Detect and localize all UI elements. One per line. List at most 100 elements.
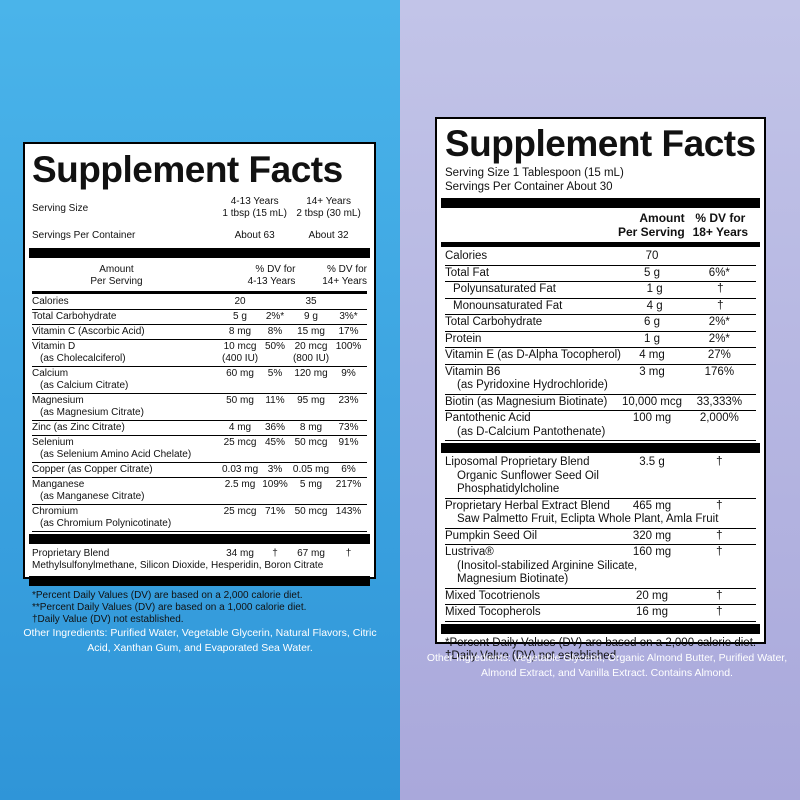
left-footnote-2: **Percent Daily Values (DV) are based on… bbox=[32, 602, 307, 613]
left-serving-size-label: Serving Size bbox=[32, 203, 89, 214]
left-footnote-3: †Daily Value (DV) not established. bbox=[32, 614, 184, 625]
right-blend-main: Liposomal Proprietary Blend 3.5 g † bbox=[445, 456, 756, 470]
left-nutrient-source: (as Selenium Amino Acid Chelate) bbox=[40, 449, 192, 460]
left-nutrient-a-amt-value: 50 mg bbox=[226, 395, 254, 406]
right-nutrient-dv: 6%* bbox=[708, 266, 730, 279]
left-blend-b-dv: † bbox=[345, 548, 352, 559]
right-blend-name: Mixed Tocopherols bbox=[445, 606, 541, 618]
right-blend-amount: 3.5 g bbox=[639, 456, 665, 468]
right-dv-header: % DV for 18+ Years bbox=[685, 211, 756, 239]
left-nutrient-b-amt: 0.05 mg bbox=[292, 464, 330, 476]
right-medium-bar bbox=[441, 242, 760, 247]
left-nutrient-b-amt-value: 5 mg bbox=[299, 479, 323, 490]
right-nutrient-row: Calories 70 bbox=[445, 249, 756, 266]
left-nutrient-name: Selenium bbox=[32, 437, 74, 448]
left-nutrient-b-dv: 217% bbox=[335, 479, 362, 490]
right-blend-name: Pumpkin Seed Oil bbox=[445, 529, 538, 542]
left-nutrient-row: Manganese 2.5 mg 109% 5 mg 217% (as Manganese… bbox=[32, 478, 367, 505]
right-nutrient-row: Vitamin B6 3 mg 176% (as Pyridoxine Hydroch… bbox=[445, 365, 756, 395]
right-nutrient-row: Total Fat 5 g 6%* bbox=[445, 266, 756, 282]
right-nutrient-main: Vitamin E (as D-Alpha Tocopherol) 4 mg 27% bbox=[445, 349, 756, 363]
left-nutrient-a-amt-value: 8 mg bbox=[228, 326, 252, 337]
left-supplement-facts-label: Supplement Facts Serving Size 4-13 Years… bbox=[23, 142, 376, 625]
left-nutrient-b-amt: 95 mg bbox=[292, 395, 330, 407]
right-nutrient-main: Total Fat 5 g 6%* bbox=[445, 267, 756, 281]
right-nutrient-source: (as D-Calcium Pantothenate) bbox=[457, 425, 606, 438]
left-nutrient-name: Vitamin C (Ascorbic Acid) bbox=[32, 326, 145, 337]
right-blend-name: Mixed Tocotrienols bbox=[445, 589, 541, 602]
right-nutrient-amount: 70 bbox=[645, 250, 659, 262]
left-nutrient-main: Copper (as Copper Citrate) 0.03 mg 3% 0.05 … bbox=[32, 464, 367, 476]
right-serving-size: Serving Size 1 Tablespoon (15 mL) bbox=[445, 167, 624, 179]
left-nutrient-b-amt-value: 35 bbox=[305, 296, 317, 307]
left-servings-label: Servings Per Container bbox=[32, 230, 136, 241]
left-amount-header-line1: Amount bbox=[99, 264, 134, 275]
left-nutrient-b-amt-value: 8 mg bbox=[299, 422, 323, 433]
right-nutrient-row: Biotin (as Magnesium Biotinate) 10,000 mc… bbox=[445, 395, 756, 411]
left-nutrient-b-amt-value: 20 mcg bbox=[294, 341, 328, 352]
right-blend-ingredients-line2: Phosphatidylcholine bbox=[457, 483, 560, 495]
left-blend-b-amt: 67 mg bbox=[297, 548, 325, 559]
left-nutrient-name: Copper (as Copper Citrate) bbox=[32, 464, 153, 475]
left-nutrient-b-dv: 9% bbox=[341, 368, 356, 379]
left-nutrient-name: Manganese bbox=[32, 479, 85, 490]
left-nutrient-b-amt: 35 bbox=[292, 296, 330, 308]
right-nutrient-name: Calories bbox=[445, 250, 488, 262]
right-nutrient-main: Pantothenic Acid 100 mg 2,000% bbox=[445, 412, 756, 426]
right-nutrient-name: Protein bbox=[445, 332, 482, 345]
right-blend-dv: † bbox=[716, 589, 723, 602]
right-nutrient-dv: 2%* bbox=[708, 316, 730, 328]
left-amount-header: Amount Per Serving bbox=[32, 264, 201, 288]
left-nutrient-a-amt: 8 mg bbox=[222, 326, 258, 338]
left-footnote-1: *Percent Daily Values (DV) are based on … bbox=[32, 590, 303, 601]
left-nutrient-b-amt: 15 mg bbox=[292, 326, 330, 338]
left-nutrient-name: Zinc (as Zinc Citrate) bbox=[32, 422, 125, 433]
left-nutrient-table: Calories 20 35 Total Carbohydrate 5 g 2%* 9 g 3… bbox=[32, 295, 367, 532]
left-nutrient-row: Calories 20 35 bbox=[32, 295, 367, 310]
right-nutrient-main: Monounsaturated Fat 4 g † bbox=[445, 300, 756, 314]
left-nutrient-a-amt-value: 25 mcg bbox=[223, 437, 257, 448]
right-blend-dv: † bbox=[716, 499, 723, 512]
right-blend-name: Lustriva® bbox=[445, 546, 494, 558]
right-supplement-facts-label: Supplement Facts Serving Size 1 Tablespo… bbox=[435, 117, 766, 662]
left-nutrient-row: Calcium 60 mg 5% 120 mg 9% (as Calcium Citrat… bbox=[32, 367, 367, 394]
right-nutrient-table: Calories 70 Total Fat 5 g 6%* Polyunsaturated… bbox=[445, 249, 756, 441]
left-blend-row: Proprietary Blend 34 mg † 67 mg † bbox=[32, 548, 367, 560]
right-blend-table: Liposomal Proprietary Blend 3.5 g † Organic… bbox=[445, 455, 756, 622]
left-dv-b-header-line2: 14+ Years bbox=[322, 276, 367, 287]
left-nutrient-a-amt: 25 mcg bbox=[222, 506, 258, 518]
left-thick-bar-2 bbox=[29, 534, 370, 544]
left-nutrient-a-amt-iu: (400 IU) bbox=[222, 353, 259, 364]
left-col-a-serving: 1 tbsp (15 mL) bbox=[222, 208, 287, 219]
left-thick-bar-1 bbox=[29, 248, 370, 258]
left-nutrient-b-amt: 20 mcg (800 IU) bbox=[292, 341, 330, 365]
left-nutrient-a-amt-value: 5 g bbox=[233, 311, 247, 322]
right-blend-name: Proprietary Herbal Extract Blend bbox=[445, 499, 610, 512]
left-nutrient-a-dv: 36% bbox=[264, 422, 285, 433]
right-amount-header-line2: Per Serving bbox=[617, 224, 685, 239]
left-nutrient-name: Total Carbohydrate bbox=[32, 311, 117, 322]
right-thick-bar-3 bbox=[441, 623, 760, 634]
right-nutrient-name: Biotin (as Magnesium Biotinate) bbox=[445, 395, 608, 408]
left-nutrient-row: Copper (as Copper Citrate) 0.03 mg 3% 0.05 … bbox=[32, 463, 367, 478]
left-blend-name: Proprietary Blend bbox=[32, 548, 110, 559]
right-nutrient-main: Total Carbohydrate 6 g 2%* bbox=[445, 316, 756, 330]
right-nutrient-row: Polyunsaturated Fat 1 g † bbox=[445, 282, 756, 299]
left-nutrient-main: Manganese 2.5 mg 109% 5 mg 217% bbox=[32, 479, 367, 491]
right-nutrient-main: Protein 1 g 2%* bbox=[445, 333, 756, 347]
left-nutrient-b-amt-value: 15 mg bbox=[297, 326, 325, 337]
right-nutrient-name: Monounsaturated Fat bbox=[453, 299, 563, 312]
right-nutrient-dv: 27% bbox=[707, 349, 731, 361]
left-dv-b-header: % DV for 14+ Years bbox=[295, 264, 367, 288]
left-nutrient-a-amt-value: 25 mcg bbox=[223, 506, 257, 517]
right-nutrient-dv: † bbox=[717, 283, 724, 295]
left-nutrient-b-amt: 120 mg bbox=[292, 368, 330, 380]
left-nutrient-b-dv: 73% bbox=[338, 422, 359, 433]
right-nutrient-amount: 4 mg bbox=[639, 349, 665, 361]
left-nutrient-main: Calcium 60 mg 5% 120 mg 9% bbox=[32, 368, 367, 380]
left-nutrient-b-amt: 5 mg bbox=[292, 479, 330, 491]
left-nutrient-a-amt: 4 mg bbox=[222, 422, 258, 434]
left-col-a-servings: About 63 bbox=[234, 230, 275, 241]
left-nutrient-b-amt: 8 mg bbox=[292, 422, 330, 434]
left-nutrient-a-dv: 109% bbox=[262, 479, 288, 490]
